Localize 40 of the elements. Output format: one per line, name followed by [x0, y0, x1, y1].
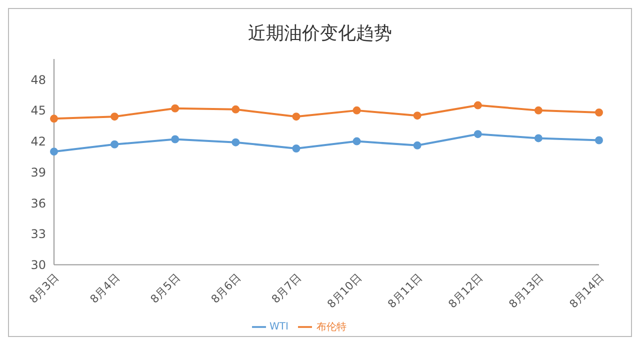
- point: [292, 144, 300, 152]
- chart-title: 近期油价变化趋势: [247, 22, 393, 46]
- y-tick-label: 33: [30, 227, 46, 242]
- legend-label: WTI: [270, 322, 288, 333]
- x-tick-label: 8月6日: [208, 271, 244, 306]
- x-tick-label: 8月5日: [148, 271, 183, 306]
- point: [534, 134, 542, 142]
- point: [232, 105, 240, 114]
- x-tick-label: 8月3日: [26, 271, 62, 306]
- point: [534, 106, 542, 114]
- x-tick-label: 8月11日: [385, 271, 425, 311]
- legend-label: 布伦特: [316, 322, 346, 333]
- point: [595, 108, 603, 116]
- point: [474, 130, 482, 138]
- x-tick-label: 8月14日: [567, 271, 607, 311]
- point: [232, 138, 240, 146]
- y-tick-label: 39: [30, 165, 46, 180]
- point: [110, 112, 119, 121]
- point: [110, 140, 119, 148]
- x-tick-label: 8月10日: [324, 271, 364, 311]
- point: [352, 106, 361, 114]
- point: [50, 114, 58, 123]
- x-tick-label: 8月4日: [88, 271, 122, 306]
- point: [50, 148, 58, 156]
- point: [292, 112, 300, 121]
- y-tick-label: 36: [30, 196, 46, 210]
- x-tick-label: 8月12日: [446, 271, 486, 311]
- y-tick-label: 48: [30, 72, 46, 87]
- point: [352, 137, 361, 146]
- y-tick-label: 30: [30, 258, 46, 272]
- x-tick-label: 8月13日: [506, 271, 546, 311]
- point: [171, 104, 180, 112]
- point: [413, 141, 422, 150]
- y-tick-label: 45: [30, 104, 46, 118]
- point: [474, 101, 482, 110]
- x-tick-label: 8月7日: [269, 271, 304, 306]
- point: [595, 136, 603, 144]
- point: [171, 135, 180, 144]
- y-tick-label: 42: [30, 134, 46, 149]
- point: [413, 112, 422, 120]
